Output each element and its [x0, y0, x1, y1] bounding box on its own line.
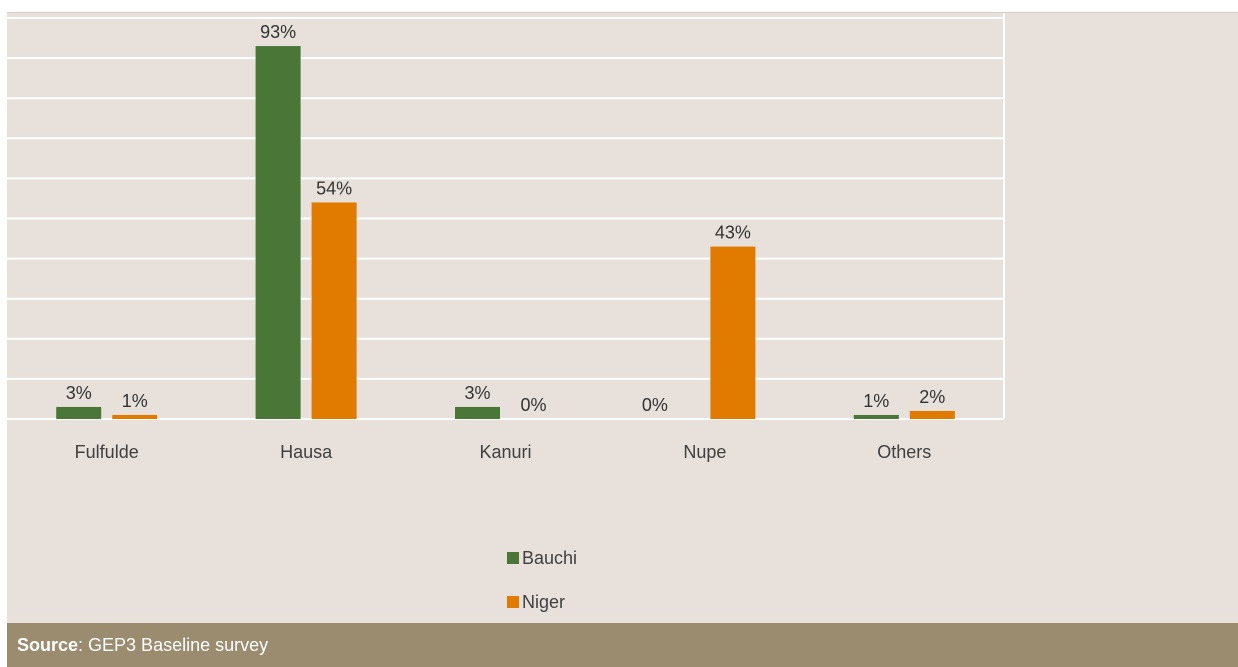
bar-niger-others: [909, 410, 955, 419]
legend-label-niger: Niger: [522, 592, 565, 612]
bar-bauchi-others: [853, 414, 899, 419]
x-tick-label: Kanuri: [479, 442, 531, 462]
source-text: : GEP3 Baseline survey: [78, 635, 269, 655]
data-label-bauchi-hausa: 93%: [260, 22, 296, 42]
bar-bauchi-hausa: [255, 46, 301, 419]
data-label-niger-kanuri: 0%: [520, 395, 546, 415]
x-tick-label: Hausa: [280, 442, 333, 462]
x-tick-label: Fulfulde: [75, 442, 139, 462]
data-label-bauchi-nupe: 0%: [642, 395, 668, 415]
figure: 3% 93% 3% 1% 1% 54% 0% 43% 2% 0% Fulfulde Hausa Kan…: [7, 12, 1238, 667]
bars: [56, 46, 955, 419]
bar-niger-fulfulde: [112, 414, 158, 419]
source-label: Source: [17, 635, 79, 655]
legend-label-bauchi: Bauchi: [522, 548, 577, 568]
value-labels: 3% 93% 3% 1% 1% 54% 0% 43% 2% 0%: [66, 22, 946, 415]
data-label-niger-nupe: 43%: [715, 223, 751, 243]
data-label-niger-fulfulde: 1%: [122, 391, 148, 411]
source-note: Source: GEP3 Baseline survey: [7, 623, 1238, 667]
data-label-bauchi-kanuri: 3%: [464, 383, 490, 403]
bar-niger-hausa: [311, 202, 357, 419]
legend-swatch-bauchi: [507, 552, 519, 564]
bar-niger-nupe: [710, 246, 756, 419]
gridlines: [7, 13, 1005, 420]
x-tick-label: Others: [877, 442, 931, 462]
x-axis-ticks: Fulfulde Hausa Kanuri Nupe Others: [75, 442, 932, 462]
data-label-niger-hausa: 54%: [316, 178, 352, 198]
bar-bauchi-fulfulde: [56, 406, 102, 419]
x-tick-label: Nupe: [683, 442, 726, 462]
data-label-niger-others: 2%: [919, 387, 945, 407]
data-label-bauchi-others: 1%: [863, 391, 889, 411]
bar-chart: 3% 93% 3% 1% 1% 54% 0% 43% 2% 0% Fulfulde Hausa Kan…: [7, 13, 1005, 612]
legend: Bauchi Niger: [507, 548, 577, 612]
bar-bauchi-kanuri: [455, 406, 500, 419]
legend-swatch-niger: [507, 596, 519, 608]
data-label-bauchi-fulfulde: 3%: [66, 383, 92, 403]
